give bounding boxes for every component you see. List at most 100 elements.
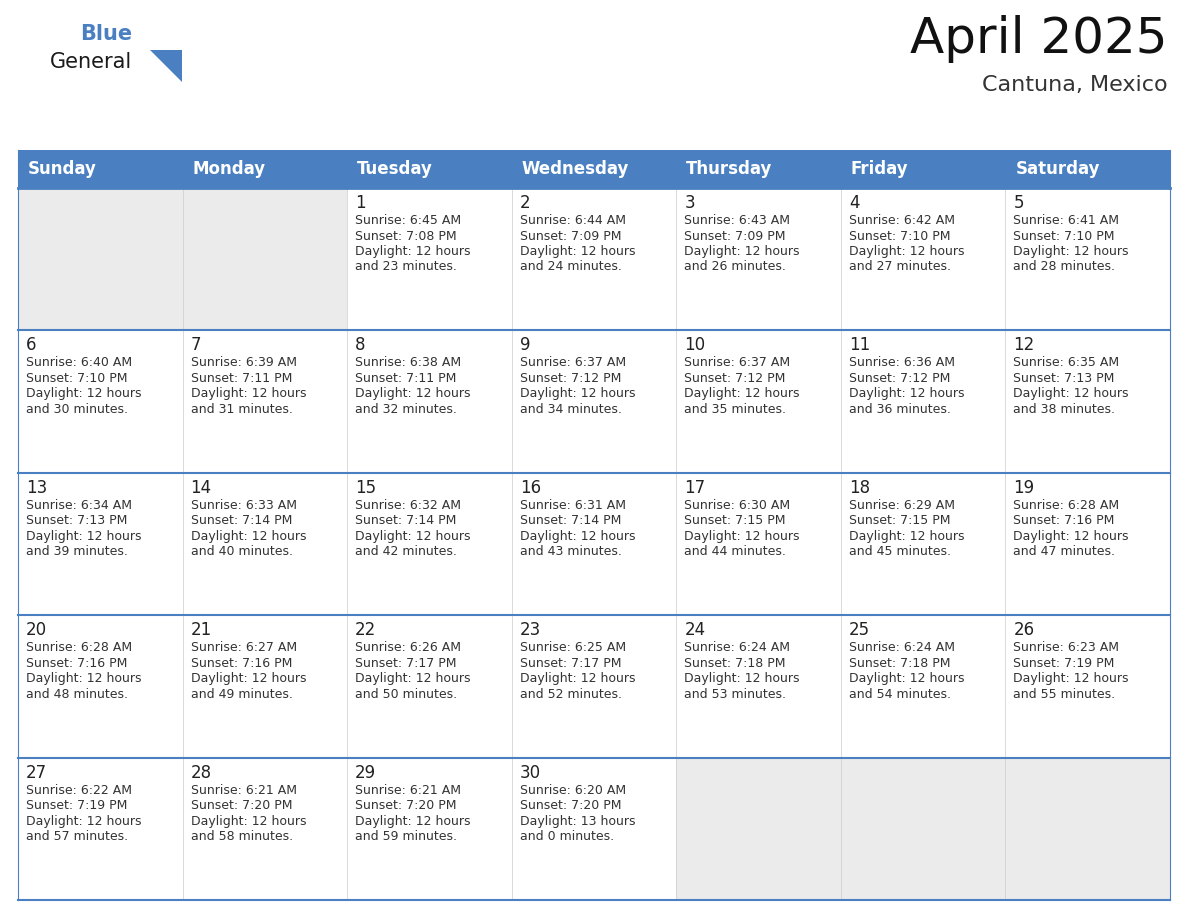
Text: Sunrise: 6:36 AM: Sunrise: 6:36 AM bbox=[849, 356, 955, 369]
Text: Sunrise: 6:28 AM: Sunrise: 6:28 AM bbox=[26, 641, 132, 655]
Text: and 39 minutes.: and 39 minutes. bbox=[26, 545, 128, 558]
Text: and 49 minutes.: and 49 minutes. bbox=[190, 688, 292, 700]
Text: and 59 minutes.: and 59 minutes. bbox=[355, 830, 457, 843]
Bar bbox=[676, 473, 841, 615]
Text: 6: 6 bbox=[26, 336, 37, 354]
Text: 25: 25 bbox=[849, 621, 870, 639]
Text: and 57 minutes.: and 57 minutes. bbox=[26, 830, 128, 843]
Text: Thursday: Thursday bbox=[687, 160, 772, 178]
Text: Sunrise: 6:43 AM: Sunrise: 6:43 AM bbox=[684, 214, 790, 227]
Text: 11: 11 bbox=[849, 336, 870, 354]
Text: Sunrise: 6:34 AM: Sunrise: 6:34 AM bbox=[26, 498, 132, 512]
Text: Sunrise: 6:27 AM: Sunrise: 6:27 AM bbox=[190, 641, 297, 655]
Text: Sunrise: 6:29 AM: Sunrise: 6:29 AM bbox=[849, 498, 955, 512]
Bar bbox=[512, 150, 676, 188]
Text: Daylight: 12 hours: Daylight: 12 hours bbox=[519, 672, 636, 685]
Bar bbox=[1005, 150, 1170, 188]
Text: 28: 28 bbox=[190, 764, 211, 781]
Text: and 0 minutes.: and 0 minutes. bbox=[519, 830, 614, 843]
Text: Daylight: 12 hours: Daylight: 12 hours bbox=[355, 814, 470, 828]
Bar bbox=[347, 757, 512, 900]
Bar bbox=[512, 757, 676, 900]
Text: Sunrise: 6:33 AM: Sunrise: 6:33 AM bbox=[190, 498, 297, 512]
Text: Daylight: 12 hours: Daylight: 12 hours bbox=[355, 530, 470, 543]
Bar bbox=[1005, 757, 1170, 900]
Text: and 44 minutes.: and 44 minutes. bbox=[684, 545, 786, 558]
Text: Sunrise: 6:20 AM: Sunrise: 6:20 AM bbox=[519, 784, 626, 797]
Text: 30: 30 bbox=[519, 764, 541, 781]
Text: Sunset: 7:18 PM: Sunset: 7:18 PM bbox=[849, 656, 950, 670]
Bar bbox=[512, 188, 676, 330]
Text: 22: 22 bbox=[355, 621, 377, 639]
Bar bbox=[676, 188, 841, 330]
Bar bbox=[18, 188, 183, 330]
Bar bbox=[512, 473, 676, 615]
Text: Daylight: 12 hours: Daylight: 12 hours bbox=[26, 814, 141, 828]
Text: Sunrise: 6:44 AM: Sunrise: 6:44 AM bbox=[519, 214, 626, 227]
Bar bbox=[1005, 615, 1170, 757]
Text: and 53 minutes.: and 53 minutes. bbox=[684, 688, 786, 700]
Text: and 31 minutes.: and 31 minutes. bbox=[190, 403, 292, 416]
Text: 26: 26 bbox=[1013, 621, 1035, 639]
Bar bbox=[347, 150, 512, 188]
Bar bbox=[841, 330, 1005, 473]
Text: Sunrise: 6:39 AM: Sunrise: 6:39 AM bbox=[190, 356, 297, 369]
Text: 27: 27 bbox=[26, 764, 48, 781]
Text: Daylight: 12 hours: Daylight: 12 hours bbox=[684, 245, 800, 258]
Text: and 45 minutes.: and 45 minutes. bbox=[849, 545, 950, 558]
Text: Sunset: 7:09 PM: Sunset: 7:09 PM bbox=[684, 230, 785, 242]
Text: 12: 12 bbox=[1013, 336, 1035, 354]
Bar bbox=[183, 150, 347, 188]
Text: Friday: Friday bbox=[851, 160, 909, 178]
Text: General: General bbox=[50, 52, 132, 72]
Text: 7: 7 bbox=[190, 336, 201, 354]
Text: and 50 minutes.: and 50 minutes. bbox=[355, 688, 457, 700]
Text: Sunset: 7:09 PM: Sunset: 7:09 PM bbox=[519, 230, 621, 242]
Text: and 54 minutes.: and 54 minutes. bbox=[849, 688, 950, 700]
Text: Sunset: 7:12 PM: Sunset: 7:12 PM bbox=[519, 372, 621, 385]
Text: Sunset: 7:16 PM: Sunset: 7:16 PM bbox=[1013, 514, 1114, 527]
Bar bbox=[512, 330, 676, 473]
Text: 1: 1 bbox=[355, 194, 366, 212]
Text: Sunrise: 6:26 AM: Sunrise: 6:26 AM bbox=[355, 641, 461, 655]
Polygon shape bbox=[150, 50, 182, 82]
Text: 3: 3 bbox=[684, 194, 695, 212]
Text: Sunset: 7:20 PM: Sunset: 7:20 PM bbox=[355, 799, 456, 812]
Bar bbox=[841, 473, 1005, 615]
Text: Sunset: 7:14 PM: Sunset: 7:14 PM bbox=[355, 514, 456, 527]
Text: Sunrise: 6:24 AM: Sunrise: 6:24 AM bbox=[684, 641, 790, 655]
Text: 4: 4 bbox=[849, 194, 859, 212]
Text: and 34 minutes.: and 34 minutes. bbox=[519, 403, 621, 416]
Bar bbox=[1005, 473, 1170, 615]
Text: Monday: Monday bbox=[192, 160, 266, 178]
Text: 14: 14 bbox=[190, 479, 211, 497]
Text: Daylight: 12 hours: Daylight: 12 hours bbox=[849, 387, 965, 400]
Text: Daylight: 12 hours: Daylight: 12 hours bbox=[190, 530, 307, 543]
Text: 8: 8 bbox=[355, 336, 366, 354]
Text: Daylight: 12 hours: Daylight: 12 hours bbox=[1013, 245, 1129, 258]
Text: Sunset: 7:15 PM: Sunset: 7:15 PM bbox=[849, 514, 950, 527]
Text: and 30 minutes.: and 30 minutes. bbox=[26, 403, 128, 416]
Text: Sunrise: 6:32 AM: Sunrise: 6:32 AM bbox=[355, 498, 461, 512]
Text: Daylight: 12 hours: Daylight: 12 hours bbox=[190, 814, 307, 828]
Text: Daylight: 12 hours: Daylight: 12 hours bbox=[519, 387, 636, 400]
Text: 9: 9 bbox=[519, 336, 530, 354]
Text: Sunset: 7:19 PM: Sunset: 7:19 PM bbox=[1013, 656, 1114, 670]
Text: Daylight: 12 hours: Daylight: 12 hours bbox=[1013, 530, 1129, 543]
Text: and 32 minutes.: and 32 minutes. bbox=[355, 403, 457, 416]
Text: and 43 minutes.: and 43 minutes. bbox=[519, 545, 621, 558]
Text: Sunrise: 6:40 AM: Sunrise: 6:40 AM bbox=[26, 356, 132, 369]
Text: Sunrise: 6:28 AM: Sunrise: 6:28 AM bbox=[1013, 498, 1119, 512]
Bar bbox=[18, 473, 183, 615]
Text: Sunrise: 6:30 AM: Sunrise: 6:30 AM bbox=[684, 498, 790, 512]
Text: 16: 16 bbox=[519, 479, 541, 497]
Text: Tuesday: Tuesday bbox=[358, 160, 432, 178]
Text: and 52 minutes.: and 52 minutes. bbox=[519, 688, 621, 700]
Text: 20: 20 bbox=[26, 621, 48, 639]
Text: Daylight: 12 hours: Daylight: 12 hours bbox=[849, 672, 965, 685]
Bar bbox=[841, 188, 1005, 330]
Bar bbox=[347, 188, 512, 330]
Text: Sunset: 7:11 PM: Sunset: 7:11 PM bbox=[190, 372, 292, 385]
Text: Daylight: 12 hours: Daylight: 12 hours bbox=[684, 672, 800, 685]
Text: Daylight: 12 hours: Daylight: 12 hours bbox=[26, 672, 141, 685]
